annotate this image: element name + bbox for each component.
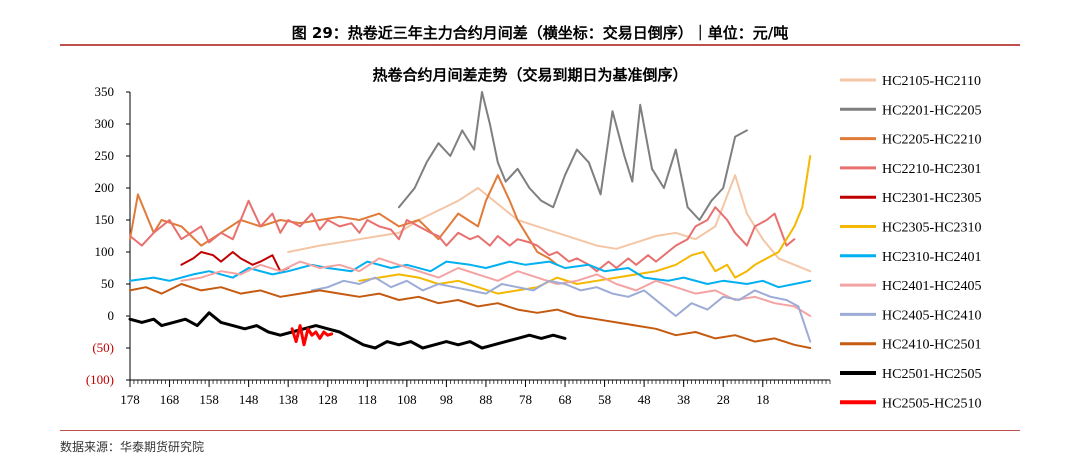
x-tick-label: 18 xyxy=(756,392,769,407)
x-tick-label: 178 xyxy=(120,392,140,407)
series-line-hc2301-hc2305 xyxy=(180,251,290,273)
source-rule xyxy=(60,430,1020,431)
x-tick-label: 28 xyxy=(717,392,730,407)
series-line-hc2501-hc2505 xyxy=(128,311,567,350)
series-line-hc2205-hc2210 xyxy=(129,174,559,266)
legend-label-hc2305-hc2310: HC2305-HC2310 xyxy=(882,221,982,236)
x-tick-label: 118 xyxy=(358,392,377,407)
y-tick-label: 50 xyxy=(101,276,114,291)
series-line-hc2410-hc2501 xyxy=(129,283,812,349)
legend-label-hc2401-hc2405: HC2401-HC2405 xyxy=(882,279,982,294)
legend-label-hc2410-hc2501: HC2410-HC2501 xyxy=(882,338,982,353)
legend: HC2105-HC2110 HC2201-HC2205 HC2205-HC2210 H… xyxy=(840,74,982,411)
x-tick-label: 168 xyxy=(160,392,180,407)
series-line-hc2201-hc2205 xyxy=(397,91,748,221)
legend-label-hc2205-hc2210: HC2205-HC2210 xyxy=(882,133,982,148)
x-tick-label: 158 xyxy=(199,392,219,407)
legend-label-hc2405-hc2410: HC2405-HC2410 xyxy=(882,308,982,323)
y-tick-label: 150 xyxy=(95,212,115,227)
x-tick-label: 68 xyxy=(559,392,572,407)
legend-label-hc2310-hc2401: HC2310-HC2401 xyxy=(882,250,982,265)
y-tick-label: 200 xyxy=(95,180,115,195)
x-tick-label: 88 xyxy=(479,392,492,407)
series-line-hc2210-hc2301 xyxy=(129,199,796,273)
legend-label-hc2210-hc2301: HC2210-HC2301 xyxy=(882,162,982,177)
y-tick-label: 250 xyxy=(95,148,115,163)
series-line-hc2505-hc2510 xyxy=(290,324,334,347)
x-tick-label: 138 xyxy=(278,392,298,407)
x-tick-label: 128 xyxy=(318,392,338,407)
x-tick-label: 38 xyxy=(677,392,690,407)
legend-label-hc2201-hc2205: HC2201-HC2205 xyxy=(882,103,982,118)
series-line-hc2310-hc2401 xyxy=(129,260,812,289)
series-line-hc2305-hc2310 xyxy=(358,155,812,295)
series-line-hc2105-hc2110 xyxy=(287,174,812,273)
legend-label-hc2505-hc2510: HC2505-HC2510 xyxy=(882,396,982,411)
plot-area: 350 300 250 200 150 100 50 0 (50) (100) 178 168 158 1… xyxy=(86,84,831,407)
figure-caption: 图 29：热卷近三年主力合约月间差（横坐标：交易日倒序）｜单位：元/吨 xyxy=(291,24,789,42)
caption-rule xyxy=(60,44,1020,46)
x-tick-label: 78 xyxy=(519,392,532,407)
legend-label-hc2301-hc2305: HC2301-HC2305 xyxy=(882,191,982,206)
x-tick-label: 148 xyxy=(239,392,259,407)
legend-label-hc2501-hc2505: HC2501-HC2505 xyxy=(882,367,982,382)
chart-title: 热卷合约月间差走势（交易到期日为基准倒序） xyxy=(372,66,687,84)
y-tick-label: (50) xyxy=(92,340,114,355)
source-note: 数据来源：华泰期货研究院 xyxy=(60,440,205,454)
x-tick-label: 98 xyxy=(440,392,453,407)
legend-label-hc2105-hc2110: HC2105-HC2110 xyxy=(882,74,981,89)
series-line-hc2405-hc2410 xyxy=(310,276,812,343)
y-tick-label: 0 xyxy=(108,308,115,323)
x-tick-label: 58 xyxy=(598,392,611,407)
y-tick-label: 350 xyxy=(95,84,115,99)
x-tick-label: 108 xyxy=(397,392,417,407)
y-tick-label: (100) xyxy=(86,372,114,387)
x-tick-label: 48 xyxy=(638,392,651,407)
y-tick-label: 100 xyxy=(95,244,115,259)
series-line-hc2401-hc2405 xyxy=(180,257,812,317)
y-tick-label: 300 xyxy=(95,116,115,131)
